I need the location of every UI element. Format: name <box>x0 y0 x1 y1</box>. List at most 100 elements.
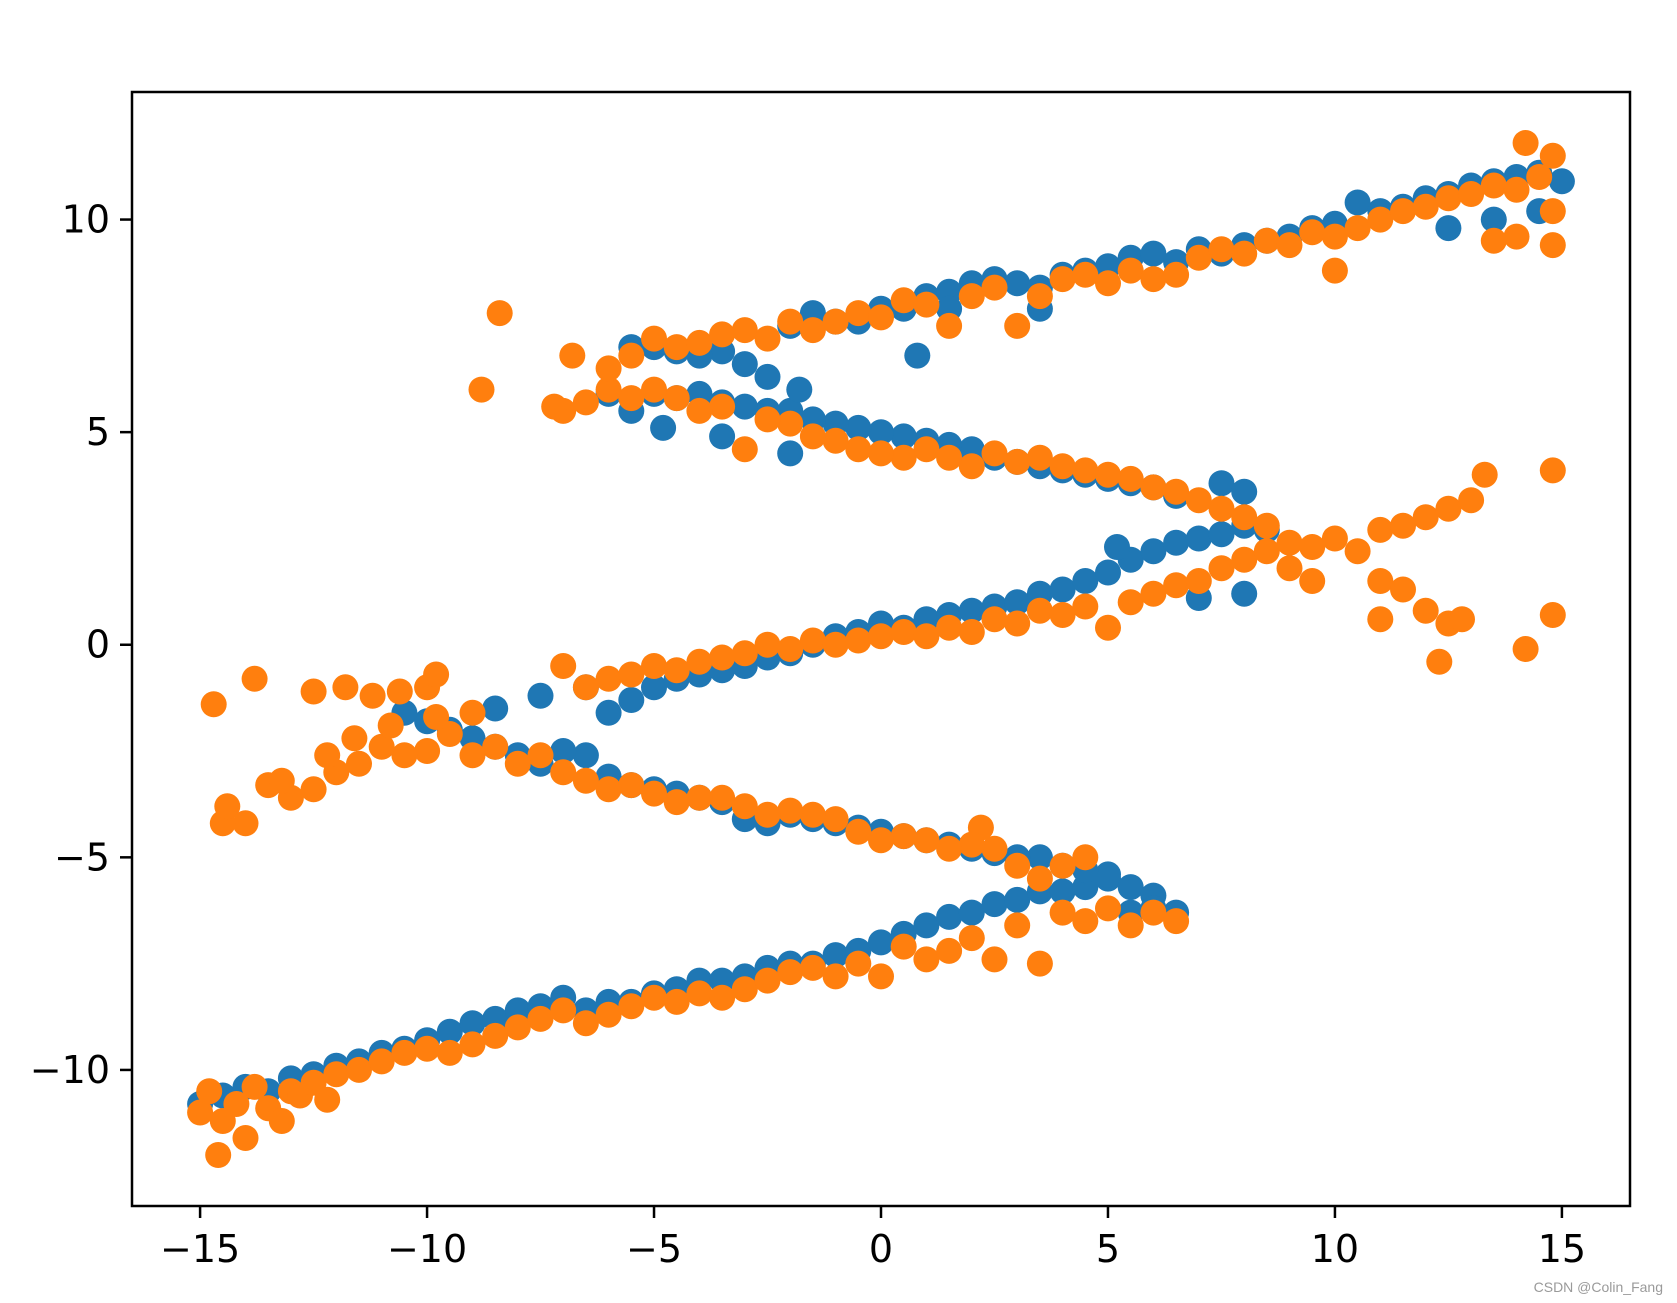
scatter-point <box>1049 576 1076 603</box>
scatter-point <box>332 674 359 701</box>
scatter-point <box>890 933 917 960</box>
scatter-point <box>1208 555 1235 582</box>
scatter-point <box>1435 215 1462 242</box>
scatter-point <box>868 963 894 990</box>
scatter-point <box>1095 461 1121 488</box>
scatter-point <box>822 963 849 990</box>
scatter-point <box>958 925 985 952</box>
scatter-point <box>1344 538 1371 565</box>
scatter-point <box>650 414 677 441</box>
scatter-point <box>641 376 667 403</box>
scatter-point <box>731 976 758 1003</box>
scatter-point <box>868 623 894 650</box>
scatter-point <box>1049 899 1076 926</box>
scatter-point <box>368 733 395 760</box>
scatter-point <box>981 440 1008 467</box>
scatter-point <box>1539 142 1566 169</box>
scatter-point <box>754 631 781 658</box>
scatter-point <box>641 325 667 352</box>
scatter-point <box>527 682 554 709</box>
scatter-point <box>572 389 599 416</box>
scatter-point <box>550 738 577 764</box>
scatter-point <box>414 1035 441 1062</box>
scatter-point <box>1004 886 1031 913</box>
watermark-text: CSDN @Colin_Fang <box>1533 1279 1663 1295</box>
scatter-point <box>187 1099 214 1126</box>
scatter-point <box>1471 461 1498 488</box>
scatter-point <box>822 308 849 335</box>
scatter-point <box>323 1061 350 1088</box>
scatter-point <box>799 317 826 344</box>
scatter-point <box>981 835 1008 862</box>
scatter-point <box>1163 572 1190 599</box>
scatter-point <box>1026 444 1053 471</box>
scatter-point <box>1072 568 1099 594</box>
scatter-point <box>845 950 872 977</box>
scatter-point <box>1095 861 1121 888</box>
series-2 <box>187 130 1566 1168</box>
scatter-point <box>641 780 667 807</box>
scatter-point <box>595 699 622 726</box>
scatter-point <box>1185 244 1212 271</box>
scatter-point <box>913 912 940 939</box>
scatter-point <box>1072 261 1099 288</box>
scatter-point <box>777 410 804 437</box>
x-tick-label: 15 <box>1538 1227 1586 1271</box>
scatter-point <box>595 376 622 403</box>
scatter-point <box>1004 448 1031 475</box>
scatter-point <box>913 436 940 463</box>
scatter-point <box>845 436 872 463</box>
scatter-point <box>459 1031 486 1058</box>
scatter-point <box>845 818 872 845</box>
scatter-point <box>391 742 418 769</box>
scatter-point <box>777 308 804 335</box>
x-tick-label: 0 <box>869 1227 893 1271</box>
scatter-point <box>1539 457 1566 484</box>
scatter-point <box>1390 198 1416 225</box>
scatter-point <box>822 942 849 969</box>
scatter-point <box>468 376 495 403</box>
scatter-point <box>1526 164 1553 190</box>
scatter-point <box>368 1048 395 1075</box>
scatter-point <box>1185 568 1212 594</box>
scatter-point <box>731 317 758 344</box>
scatter-point <box>777 440 804 467</box>
scatter-point <box>618 385 645 412</box>
scatter-point <box>686 784 713 811</box>
scatter-point <box>377 712 404 739</box>
scatter-point <box>904 342 931 369</box>
x-tick-label: −5 <box>626 1227 682 1271</box>
scatter-point <box>1140 474 1167 501</box>
scatter-point <box>1049 852 1076 879</box>
scatter-point <box>868 929 894 956</box>
scatter-point <box>459 742 486 769</box>
scatter-point <box>799 423 826 450</box>
scatter-point <box>550 997 577 1024</box>
scatter-point <box>777 959 804 986</box>
scatter-point <box>1321 257 1348 284</box>
scatter-point <box>686 648 713 675</box>
y-tick-label: 10 <box>62 198 110 242</box>
scatter-point <box>504 750 531 777</box>
scatter-point <box>981 606 1008 633</box>
scatter-point <box>359 682 386 709</box>
scatter-point <box>913 291 940 318</box>
scatter-point <box>709 784 736 811</box>
scatter-point <box>200 691 227 718</box>
scatter-point <box>1004 852 1031 879</box>
scatter-point <box>550 759 577 786</box>
scatter-point <box>754 363 781 390</box>
scatter-point <box>241 1073 268 1100</box>
scatter-point <box>754 325 781 352</box>
scatter-point <box>845 627 872 654</box>
scatter-point <box>572 674 599 701</box>
scatter-point <box>913 946 940 973</box>
scatter-point <box>1004 610 1031 637</box>
scatter-point <box>1049 878 1076 905</box>
scatter-point <box>1163 529 1190 556</box>
scatter-point <box>1163 478 1190 505</box>
scatter-point <box>1426 648 1453 675</box>
scatter-point <box>1049 602 1076 628</box>
scatter-point <box>709 321 736 348</box>
scatter-point <box>1049 453 1076 480</box>
